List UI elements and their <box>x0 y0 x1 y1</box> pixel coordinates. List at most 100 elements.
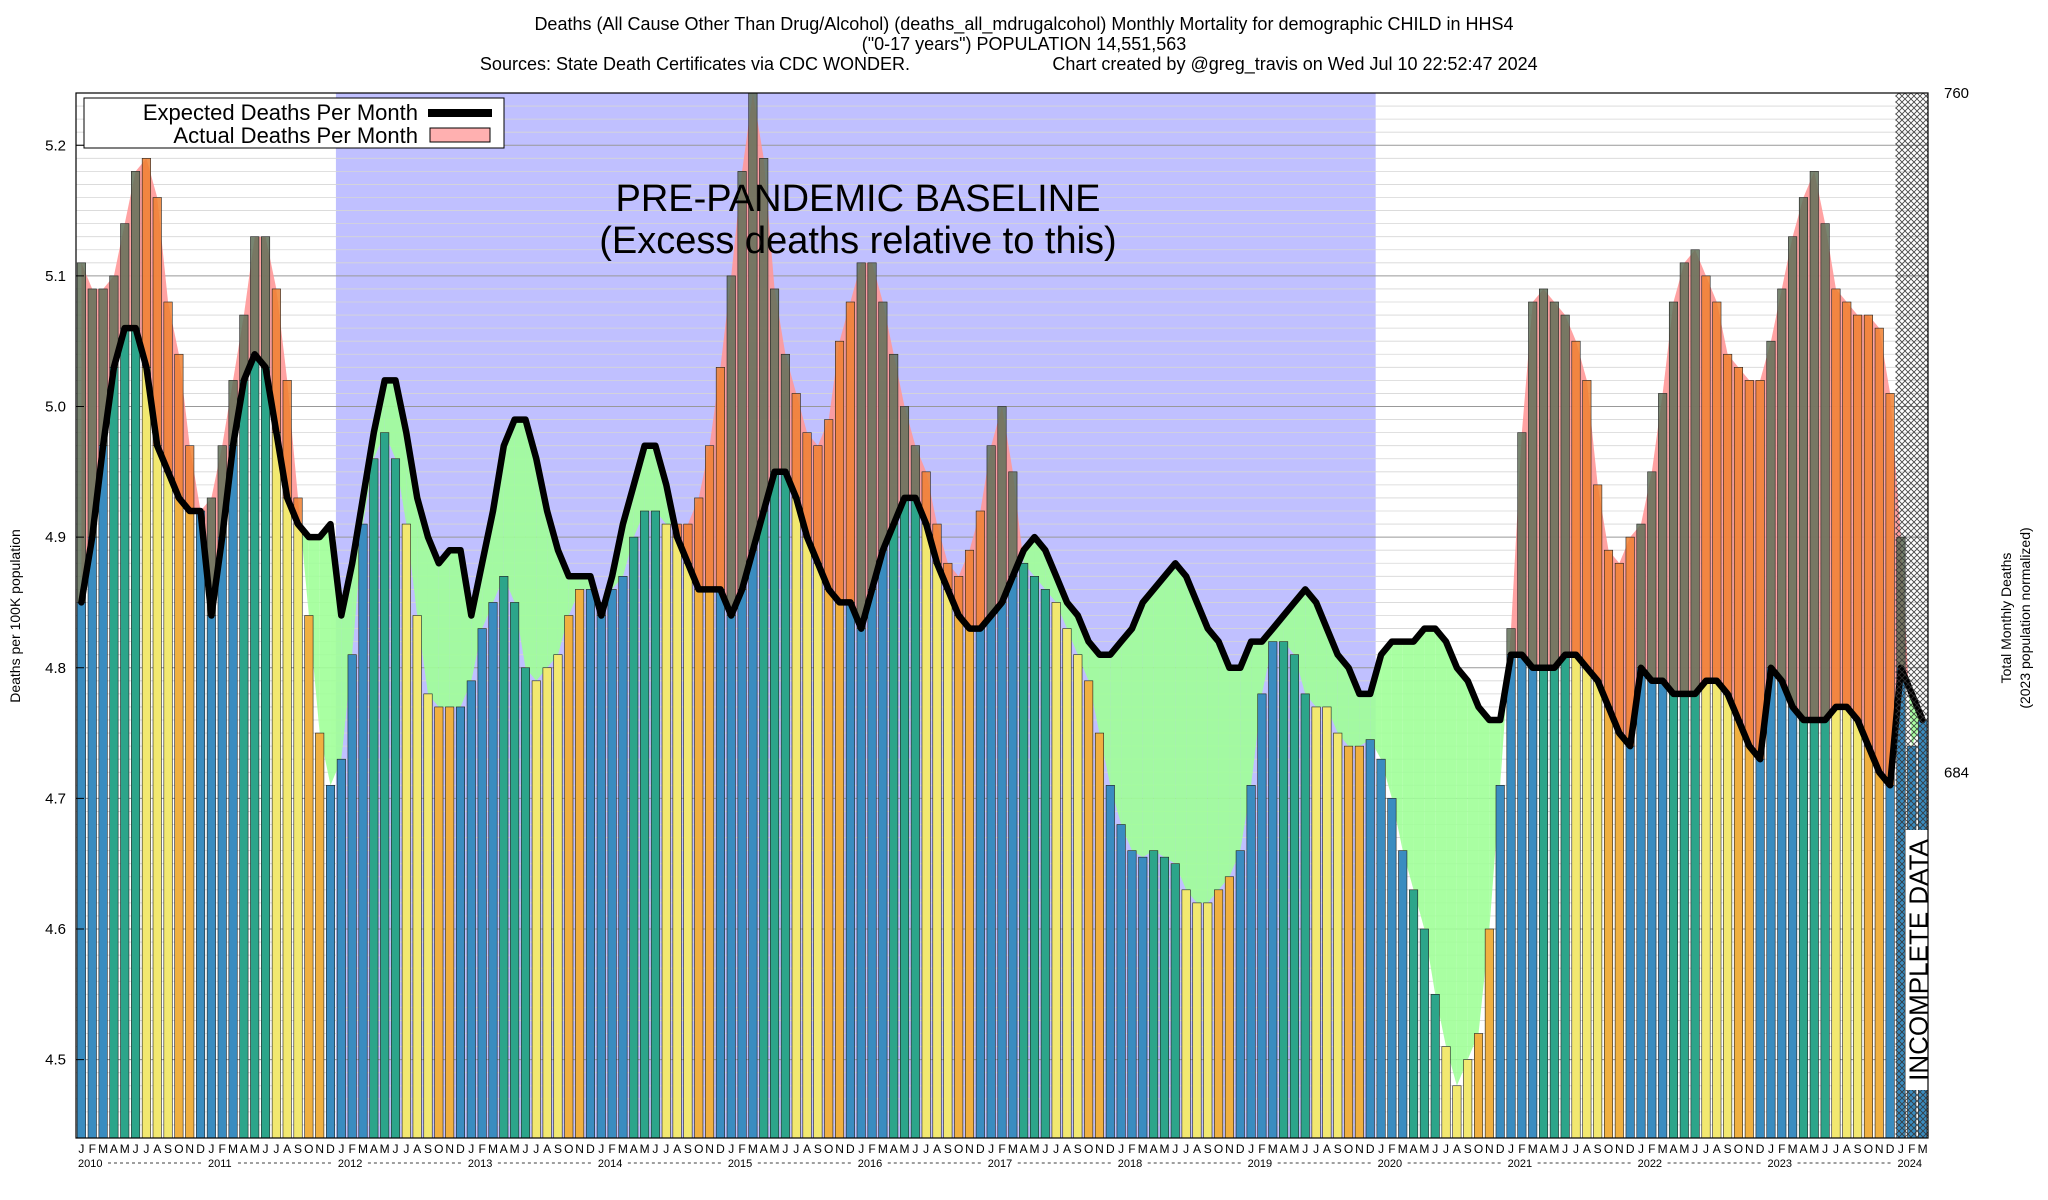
deficit-area <box>1337 654 1349 747</box>
bar-lower <box>705 589 715 1139</box>
bar-lower <box>1538 667 1549 1139</box>
bar-lower <box>1777 680 1787 1139</box>
month-tick-label: J <box>1768 1142 1774 1156</box>
month-tick-label: A <box>110 1142 118 1156</box>
y-tick-label: 4.7 <box>45 790 66 807</box>
bar <box>1409 889 1419 1139</box>
bar-lower <box>1679 693 1689 1139</box>
bar <box>1214 889 1224 1139</box>
bar-lower <box>239 380 249 1139</box>
bar-excess <box>900 406 910 499</box>
bar <box>358 523 368 1139</box>
bar-lower <box>845 602 855 1139</box>
year-tick-label: 2020 <box>1378 1158 1402 1170</box>
bar-lower <box>835 602 845 1139</box>
y-tick-label: 4.5 <box>45 1052 66 1069</box>
bar-excess <box>845 301 855 603</box>
bar-lower <box>1788 706 1798 1139</box>
bar-lower <box>1625 745 1635 1139</box>
month-tick-label: J <box>1053 1142 1059 1156</box>
title-line-4: Chart created by @greg_travis on Wed Jul… <box>1052 54 1537 75</box>
bar <box>1116 824 1126 1139</box>
month-tick-label: J <box>522 1142 528 1156</box>
bar <box>585 589 595 1139</box>
month-tick-label: S <box>944 1142 952 1156</box>
month-tick-label: O <box>694 1142 703 1156</box>
bar <box>1138 856 1148 1139</box>
bar-excess <box>835 340 845 603</box>
bar <box>640 510 650 1139</box>
bar-lower <box>921 523 931 1139</box>
bar <box>1354 745 1364 1139</box>
month-tick-label: D <box>1366 1142 1375 1156</box>
month-tick-label: D <box>196 1142 205 1156</box>
bar-lower <box>726 615 736 1139</box>
bar <box>1246 785 1256 1139</box>
bar-lower <box>748 549 758 1139</box>
month-tick-label: A <box>1799 1142 1807 1156</box>
month-tick-label: J <box>1313 1142 1319 1156</box>
month-tick-label: A <box>240 1142 248 1156</box>
month-tick-label: F <box>1388 1142 1395 1156</box>
bar-excess <box>131 171 141 329</box>
bar <box>1094 732 1104 1139</box>
month-tick-label: J <box>1562 1142 1568 1156</box>
y2-axis-title-2: (2023 population normalized) <box>2017 527 2033 708</box>
month-tick-label: D <box>326 1142 335 1156</box>
bar <box>1203 902 1213 1139</box>
month-tick-label: D <box>846 1142 855 1156</box>
bar-lower <box>802 536 812 1139</box>
bar <box>1322 706 1332 1139</box>
month-tick-label: O <box>954 1142 963 1156</box>
year-tick-label: 2017 <box>988 1158 1012 1170</box>
bar <box>304 615 314 1139</box>
bar <box>1333 732 1343 1139</box>
bar <box>401 523 411 1139</box>
bar-excess <box>76 262 86 603</box>
month-tick-label: J <box>598 1142 604 1156</box>
deficit-area <box>1153 576 1165 858</box>
bar-lower <box>1593 680 1603 1139</box>
bar-excess <box>1614 562 1624 734</box>
legend-swatch-actual <box>429 127 491 143</box>
month-tick-label: F <box>738 1142 745 1156</box>
bar-lower <box>1766 667 1776 1139</box>
bar <box>1040 589 1050 1139</box>
deficit-area <box>1023 537 1035 577</box>
month-tick-label: N <box>1225 1142 1234 1156</box>
bar-lower <box>1668 693 1679 1139</box>
deficit-area <box>1164 563 1176 864</box>
bar-lower <box>997 602 1007 1139</box>
bar <box>1311 706 1321 1139</box>
y-tick-label: 4.8 <box>45 660 66 677</box>
month-tick-label: J <box>1172 1142 1178 1156</box>
bar-lower <box>163 471 173 1139</box>
deficit-area <box>460 550 472 707</box>
month-tick-label: A <box>370 1142 378 1156</box>
bar-lower <box>986 615 996 1139</box>
month-tick-label: J <box>392 1142 398 1156</box>
month-tick-label: J <box>1508 1142 1514 1156</box>
bar-excess <box>1744 380 1754 747</box>
bar <box>380 432 390 1139</box>
deficit-area <box>1186 576 1197 903</box>
deficit-area <box>579 576 591 590</box>
month-tick-label: D <box>1886 1142 1895 1156</box>
month-tick-label: A <box>630 1142 638 1156</box>
bar-excess <box>1723 353 1733 695</box>
plot-area: INCOMPLETE DATA 4.5 4.6 4.7 4.8 4.9 5.0 5.1 5.2 7… <box>45 85 1969 1170</box>
bar-lower <box>141 367 151 1139</box>
legend-label-expected: Expected Deaths Per Month <box>143 100 418 125</box>
month-tick-label: M <box>1138 1142 1148 1156</box>
bar-excess <box>1679 262 1689 695</box>
bar <box>1452 1085 1462 1139</box>
month-tick-label: A <box>1669 1142 1677 1156</box>
month-tick-label: F <box>1128 1142 1135 1156</box>
deficit-area <box>1446 641 1457 1086</box>
bar-excess <box>1582 380 1592 669</box>
deficit-area <box>1110 641 1122 825</box>
deficit-area <box>1131 602 1143 858</box>
bar-excess <box>1863 314 1873 747</box>
bar-lower <box>1723 693 1733 1139</box>
